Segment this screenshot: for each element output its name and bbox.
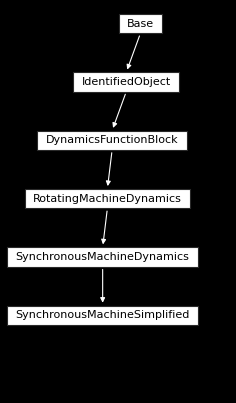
Bar bbox=[7, 247, 198, 267]
Text: SynchronousMachineDynamics: SynchronousMachineDynamics bbox=[16, 252, 190, 262]
Text: RotatingMachineDynamics: RotatingMachineDynamics bbox=[33, 193, 182, 204]
Bar bbox=[38, 131, 187, 150]
Text: IdentifiedObject: IdentifiedObject bbox=[82, 77, 171, 87]
Text: Base: Base bbox=[127, 19, 154, 29]
Text: SynchronousMachineSimplified: SynchronousMachineSimplified bbox=[16, 310, 190, 320]
Bar bbox=[25, 189, 190, 208]
Text: DynamicsFunctionBlock: DynamicsFunctionBlock bbox=[46, 135, 178, 145]
Bar bbox=[118, 14, 162, 33]
Bar bbox=[7, 305, 198, 325]
Bar bbox=[73, 72, 179, 91]
